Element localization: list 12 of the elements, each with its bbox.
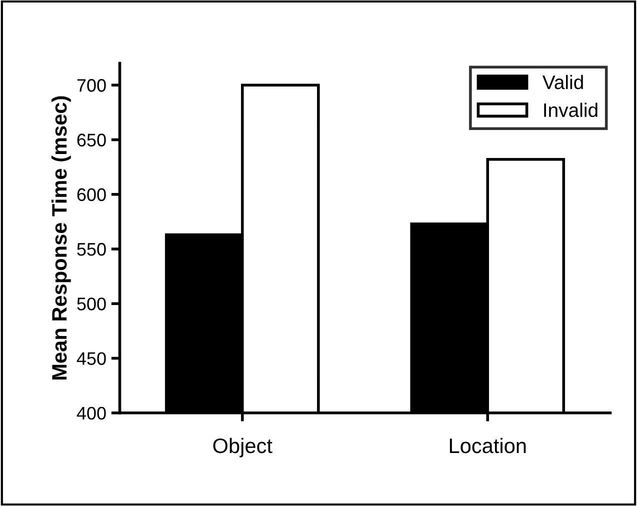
y-tick-label: 450 xyxy=(76,352,106,365)
legend-label: Valid xyxy=(542,74,583,90)
y-tick-label: 700 xyxy=(77,79,106,92)
y-tick-label: 550 xyxy=(77,242,106,256)
y-tick-label: 400 xyxy=(76,406,106,420)
y-tick-label: 500 xyxy=(77,298,106,310)
x-tick-label: Object xyxy=(213,438,272,458)
legend-label: Invalid xyxy=(544,102,598,118)
y-tick-label: 650 xyxy=(77,134,106,146)
y-tick-label: 600 xyxy=(77,188,106,202)
x-tick-label: Location xyxy=(450,438,526,454)
y-axis-title: Mean Response Time (msec) xyxy=(51,96,71,380)
